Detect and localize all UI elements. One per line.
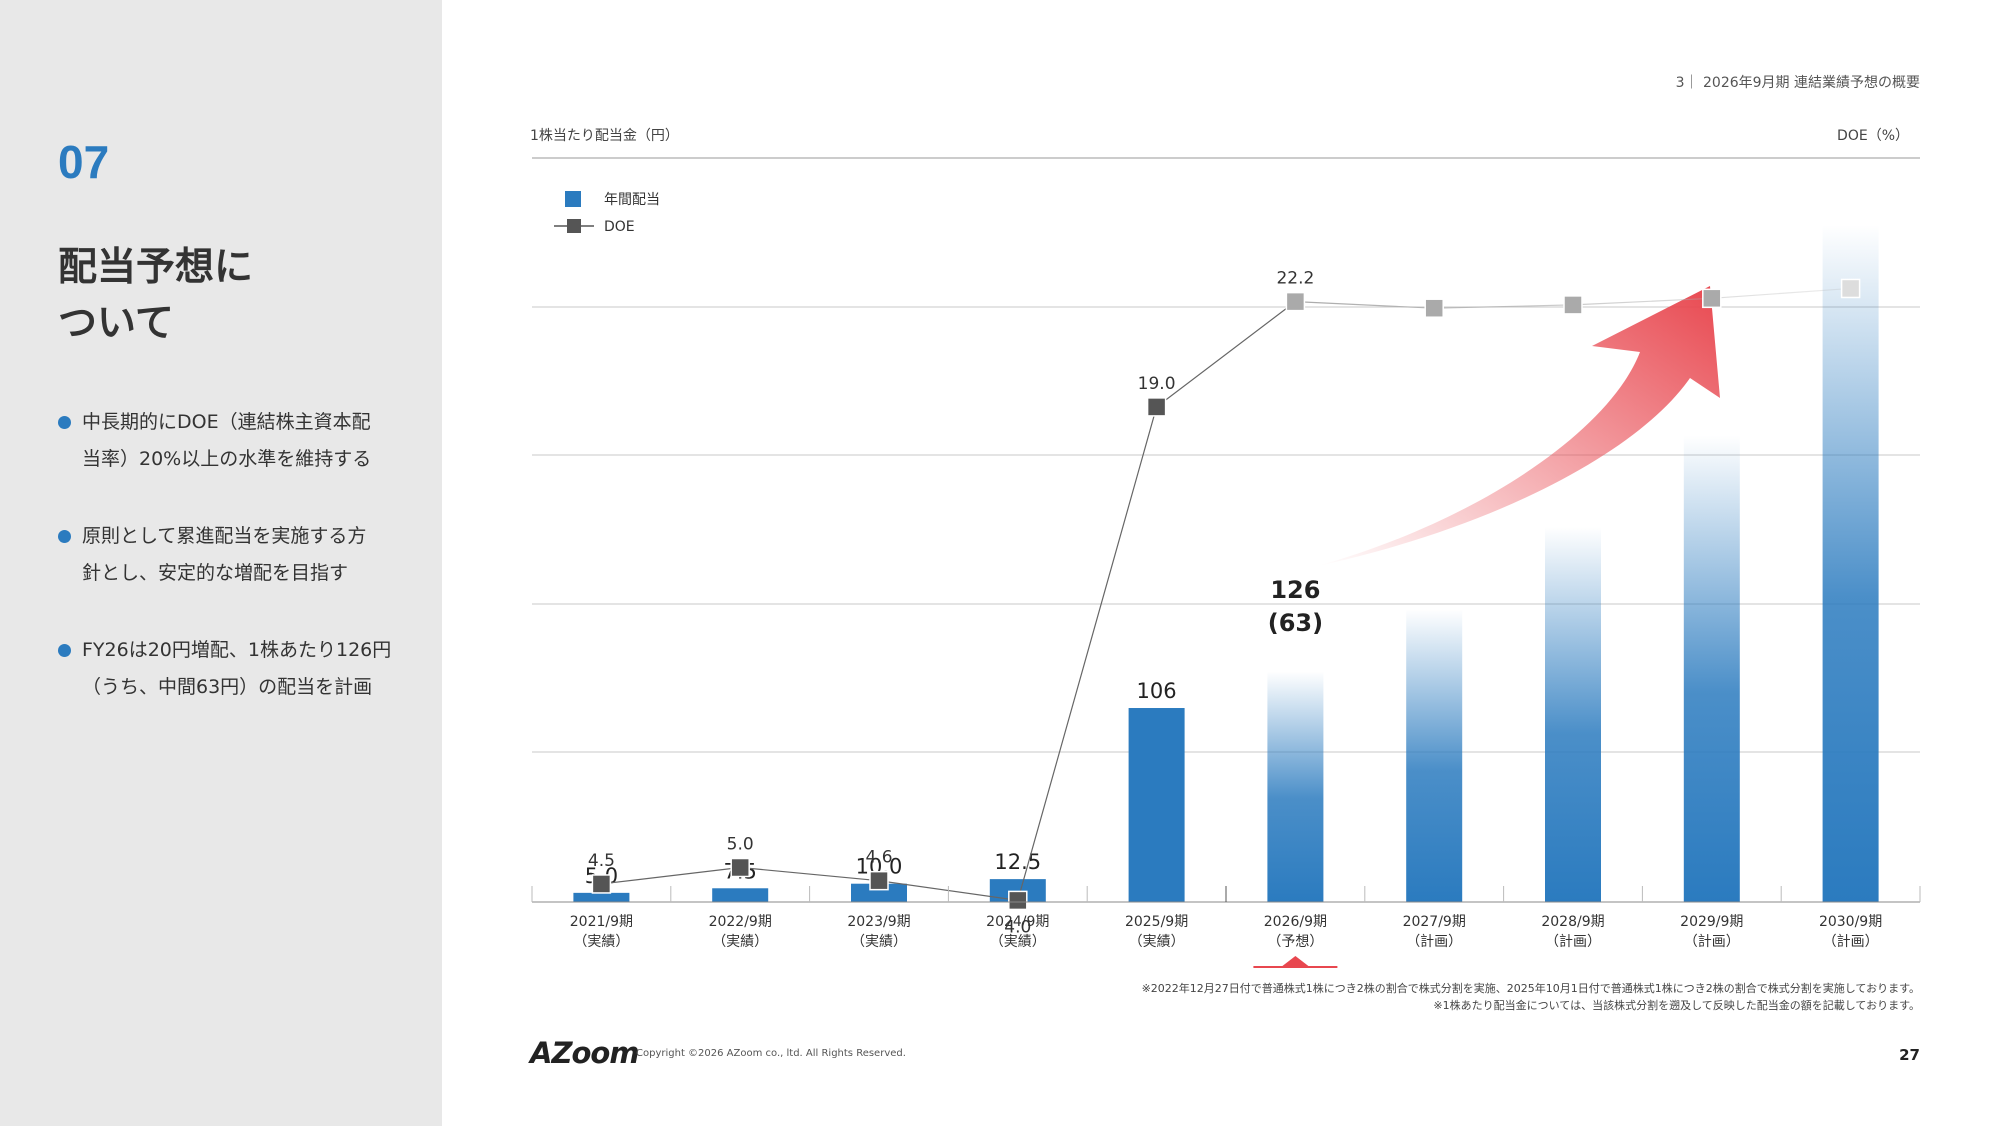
x-tick-label: 2030/9期 [1819, 914, 1882, 930]
bar-value-label: 126 [1270, 576, 1320, 604]
x-tick-label: 2021/9期 [570, 914, 633, 930]
page-number: 27 [1899, 1046, 1920, 1064]
growth-arrow-icon [1318, 286, 1720, 566]
legend-label: DOE [604, 219, 635, 235]
x-tick-label: 2024/9期 [986, 914, 1049, 930]
plan-bar [1683, 435, 1740, 902]
bullet-dot-icon [58, 416, 71, 429]
y-axis-title: 1株当たり配当金（円） [530, 128, 679, 144]
bullet-list: 中長期的にDOE（連結株主資本配 当率）20%以上の水準を維持する 原則として累進… [58, 404, 398, 746]
x-tick-note: （予想） [1267, 934, 1323, 950]
x-tick-note: （計画） [1823, 934, 1879, 950]
bar [573, 892, 630, 902]
doe-marker [1563, 295, 1583, 315]
plan-bar [1267, 671, 1324, 902]
plan-bar [1406, 609, 1463, 902]
doe-value-label: 19.0 [1138, 374, 1176, 394]
company-logo: AZoom [530, 1036, 640, 1070]
x-tick-note: （実績） [573, 934, 629, 950]
bar [712, 888, 769, 902]
doe-marker [1424, 298, 1444, 318]
x-tick-label: 2022/9期 [709, 914, 772, 930]
bullet-text: 当率）20%以上の水準を維持する [82, 448, 372, 470]
doe-value-label: 5.0 [727, 835, 754, 855]
section-number: 07 [58, 136, 110, 188]
x-tick-note: （計画） [1684, 934, 1740, 950]
bar-value-label: 106 [1137, 679, 1177, 703]
x-tick-label: 2025/9期 [1125, 914, 1188, 930]
section-title-line2: ついて [58, 301, 174, 346]
legend-swatch-doe [567, 219, 581, 233]
plan-bar [1822, 224, 1879, 902]
x-tick-label: 2028/9期 [1541, 914, 1604, 930]
bullet-text: 中長期的にDOE（連結株主資本配 [82, 411, 371, 433]
bullet-text: FY26は20円増配、1株あたり126円 [82, 639, 392, 661]
bullet-item: 中長期的にDOE（連結株主資本配 当率）20%以上の水準を維持する [58, 404, 398, 478]
highlight-triangle-icon [1282, 956, 1309, 966]
x-tick-label: 2023/9期 [847, 914, 910, 930]
doe-line [601, 301, 1296, 902]
footnote: ※1株あたり配当金については、当該株式分割を遡及して反映した配当金の額を記載して… [1433, 999, 1920, 1012]
section-title-line1: 配当予想に [58, 245, 254, 290]
bullet-item: 原則として累進配当を実施する方 針とし、安定的な増配を目指す [58, 518, 398, 592]
legend-swatch-bar [565, 191, 581, 207]
bar-value-label: 12.5 [994, 850, 1041, 874]
doe-marker [730, 857, 750, 878]
plan-bar [1545, 526, 1601, 902]
y2-axis-title: DOE（%） [1837, 128, 1909, 144]
doe-value-label: 4.5 [588, 851, 615, 871]
doe-value-label: 4.6 [865, 848, 892, 868]
x-tick-note: （実績） [1129, 934, 1185, 950]
bar [1128, 708, 1185, 902]
bullet-dot-icon [58, 644, 71, 657]
doe-marker [1285, 291, 1306, 312]
x-tick-label: 2029/9期 [1680, 914, 1743, 930]
doe-value-label: 4.0 [1004, 917, 1031, 937]
sidebar: 07 配当予想に ついて 中長期的にDOE（連結株主資本配 当率）20%以上の水準… [0, 0, 442, 1126]
page-header: 3｜ 2026年9月期 連結業績予想の概要 [1675, 75, 1920, 91]
doe-marker [869, 870, 889, 891]
bullet-text: 針とし、安定的な増配を目指す [82, 562, 349, 584]
doe-marker [1146, 397, 1167, 417]
footnote: ※2022年12月27日付で普通株式1株につき2株の割合で株式分割を実施、202… [1141, 982, 1920, 995]
bar [851, 883, 907, 902]
copyright: Copyright ©2026 AZoom co., ltd. All Righ… [636, 1048, 906, 1059]
bullet-dot-icon [58, 530, 71, 543]
bullet-text: （うち、中間63円）の配当を計画 [82, 676, 373, 698]
footnotes: ※2022年12月27日付で普通株式1株につき2株の割合で株式分割を実施、202… [1142, 980, 1920, 1014]
doe-value-label: 22.2 [1276, 269, 1314, 289]
bullet-item: FY26は20円増配、1株あたり126円 （うち、中間63円）の配当を計画 [58, 632, 398, 706]
x-tick-note: （実績） [851, 934, 907, 950]
x-tick-label: 2027/9期 [1403, 914, 1466, 930]
x-tick-note: （実績） [712, 934, 768, 950]
bullet-text: 原則として累進配当を実施する方 [82, 525, 367, 547]
x-tick-note: （実績） [990, 934, 1046, 950]
doe-marker [1008, 890, 1028, 911]
doe-marker [1702, 288, 1722, 309]
x-tick-note: （計画） [1406, 934, 1462, 950]
section-title: 配当予想に ついて [58, 240, 253, 352]
bar-interim-label: (63) [1268, 609, 1323, 637]
x-tick-label: 2026/9期 [1264, 914, 1327, 930]
x-tick-note: （計画） [1545, 934, 1601, 950]
legend-label: 年間配当 [604, 192, 660, 208]
doe-marker [591, 874, 612, 894]
bar [989, 879, 1046, 902]
doe-marker [1840, 278, 1861, 299]
